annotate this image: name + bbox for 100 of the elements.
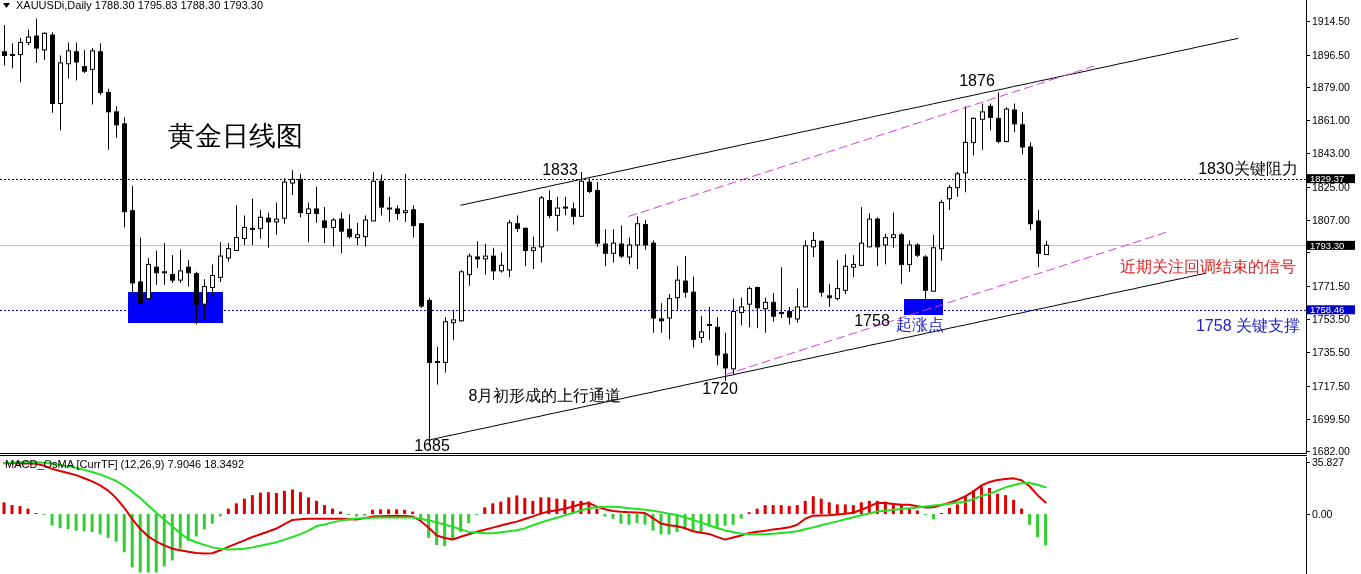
bar bbox=[947, 508, 951, 515]
candlestick bbox=[523, 226, 528, 267]
bar bbox=[98, 514, 102, 535]
bar bbox=[547, 497, 551, 515]
candlestick bbox=[202, 278, 207, 320]
candlestick bbox=[331, 217, 336, 248]
y-tick-label: 1896.50 bbox=[1312, 48, 1351, 61]
candlestick bbox=[907, 239, 912, 273]
candlestick bbox=[891, 212, 896, 249]
bar bbox=[146, 514, 150, 573]
bar bbox=[755, 508, 759, 515]
bar bbox=[803, 500, 807, 515]
candlestick bbox=[82, 49, 87, 74]
candlestick bbox=[980, 103, 985, 151]
bar bbox=[1012, 499, 1016, 515]
annotation: 黄金日线图 bbox=[167, 121, 303, 151]
candlestick bbox=[306, 201, 311, 243]
candlestick bbox=[483, 243, 488, 276]
y-tick-label: 35.827 bbox=[1312, 455, 1345, 468]
bar bbox=[1004, 495, 1008, 515]
candlestick bbox=[210, 263, 215, 296]
bar bbox=[723, 514, 727, 526]
bar bbox=[258, 492, 262, 515]
bar bbox=[10, 505, 14, 515]
bar bbox=[18, 506, 22, 515]
bar bbox=[114, 514, 118, 542]
bar bbox=[491, 503, 495, 515]
candlestick bbox=[435, 346, 440, 386]
bar bbox=[26, 508, 30, 515]
y-tick-label: 1914.50 bbox=[1312, 15, 1351, 28]
bar bbox=[58, 514, 62, 529]
candlestick bbox=[723, 332, 728, 382]
ref-line-label: 1793.30 bbox=[1310, 239, 1345, 251]
y-tick-label: 1861.00 bbox=[1312, 114, 1351, 127]
candlestick bbox=[314, 186, 319, 224]
bar bbox=[122, 514, 126, 553]
chart-title: XAUUSDi,Daily 1788.30 1795.83 1788.30 1793.30 bbox=[16, 0, 264, 11]
bar bbox=[595, 508, 599, 515]
annotation: 1833 bbox=[542, 160, 578, 178]
candlestick bbox=[811, 231, 816, 258]
bar bbox=[290, 489, 294, 515]
candlestick bbox=[258, 209, 263, 240]
bar bbox=[483, 507, 487, 515]
bar bbox=[250, 495, 254, 515]
bar bbox=[90, 514, 94, 532]
candlestick bbox=[619, 225, 624, 259]
bar bbox=[635, 514, 639, 523]
candlestick bbox=[18, 37, 23, 83]
bar bbox=[234, 503, 238, 515]
candlestick bbox=[747, 286, 752, 328]
bar bbox=[74, 514, 78, 531]
candlestick bbox=[827, 283, 832, 308]
bar bbox=[1028, 514, 1032, 525]
y-tick-label: 1879.00 bbox=[1312, 80, 1351, 93]
bar bbox=[162, 514, 166, 567]
candlestick bbox=[763, 297, 768, 334]
bar bbox=[194, 514, 198, 537]
bar bbox=[955, 504, 959, 515]
bar bbox=[996, 493, 1000, 515]
bar bbox=[331, 508, 335, 515]
bar bbox=[387, 509, 391, 515]
candlestick bbox=[755, 286, 760, 329]
bar bbox=[314, 500, 318, 515]
candlestick bbox=[106, 88, 111, 151]
candlestick bbox=[1012, 103, 1017, 133]
candlestick bbox=[90, 47, 95, 105]
bar bbox=[1044, 514, 1048, 546]
bar bbox=[819, 498, 823, 515]
bar bbox=[282, 490, 286, 515]
bar bbox=[1036, 514, 1040, 538]
candlestick bbox=[883, 233, 888, 265]
bar bbox=[763, 505, 767, 515]
candlestick bbox=[547, 189, 552, 219]
annotation: 1830关键阻力 bbox=[1198, 159, 1298, 177]
candlestick bbox=[218, 241, 223, 283]
bar bbox=[731, 514, 735, 525]
y-tick-label: 1735.50 bbox=[1312, 346, 1351, 359]
bar bbox=[843, 504, 847, 515]
bar bbox=[531, 500, 535, 515]
bar bbox=[226, 508, 230, 515]
candlestick bbox=[266, 212, 271, 249]
y-tick-label: 1771.50 bbox=[1312, 279, 1351, 292]
candlestick bbox=[563, 196, 568, 216]
bar bbox=[779, 505, 783, 515]
bar bbox=[202, 514, 206, 530]
candlestick bbox=[274, 201, 279, 236]
candlestick bbox=[42, 31, 47, 61]
line-series bbox=[628, 65, 1095, 217]
annotation: 1720 bbox=[702, 379, 738, 397]
candlestick bbox=[795, 287, 800, 324]
candlestick bbox=[467, 252, 472, 287]
candlestick bbox=[387, 196, 392, 223]
bar bbox=[603, 514, 607, 517]
bar bbox=[130, 514, 134, 568]
candlestick bbox=[571, 201, 576, 226]
bar bbox=[323, 505, 326, 515]
candlestick bbox=[707, 306, 712, 341]
bar bbox=[154, 514, 158, 573]
bar bbox=[627, 514, 631, 525]
candlestick bbox=[859, 206, 864, 266]
